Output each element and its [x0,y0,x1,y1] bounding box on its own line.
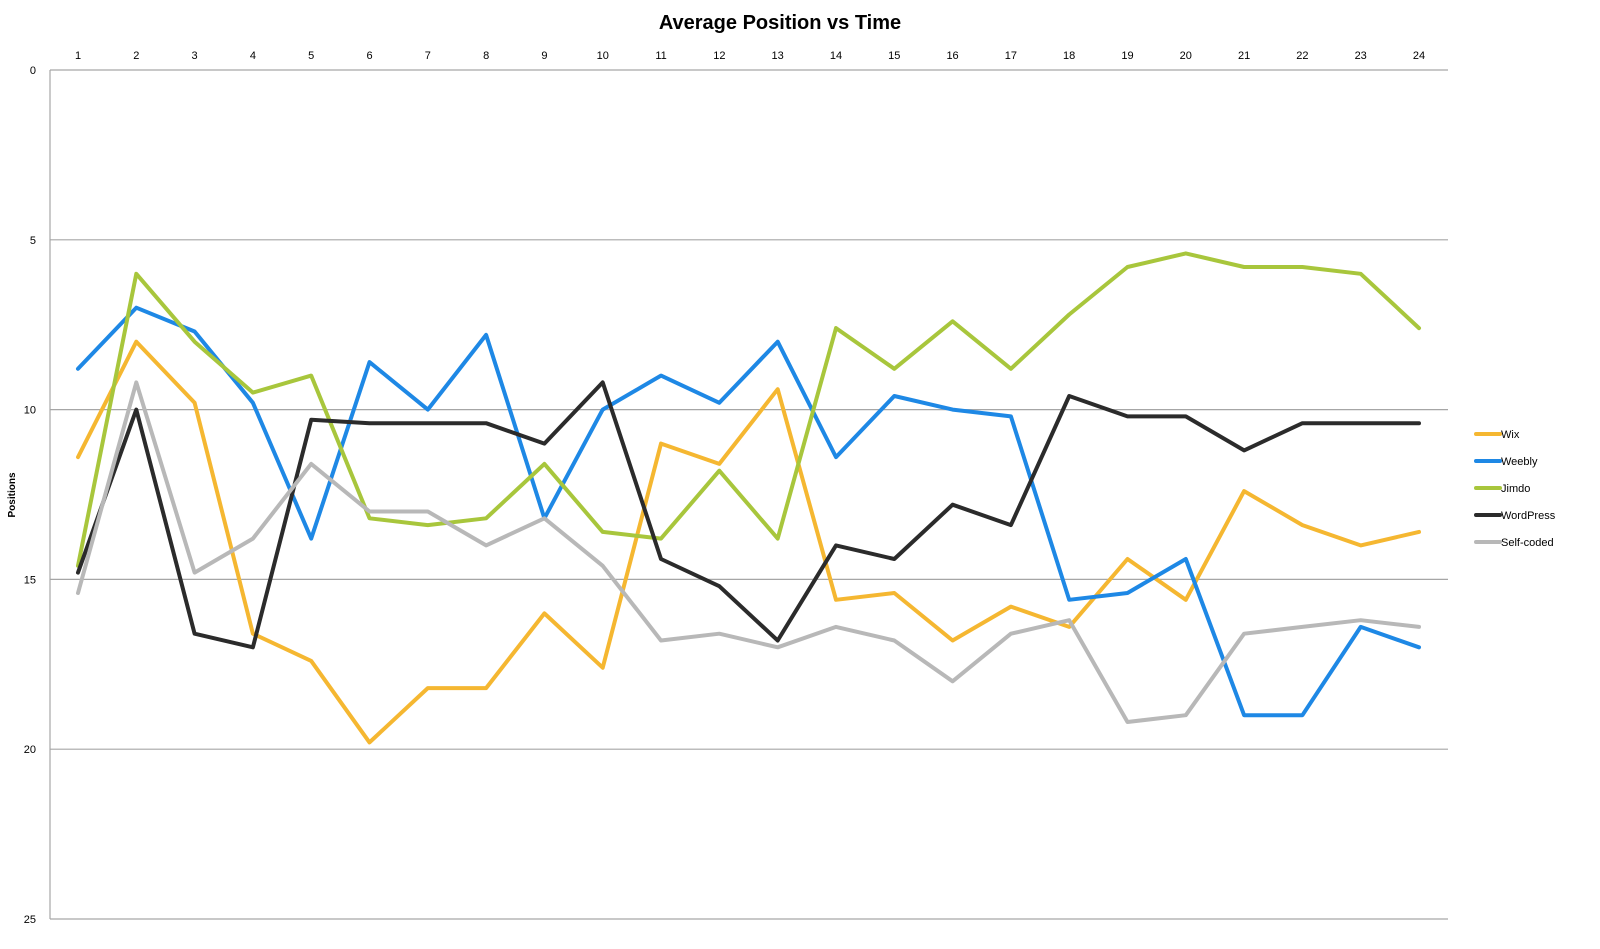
series-self-coded [76,380,1421,724]
x-tick-label-23: 23 [1355,50,1367,62]
series-line-jimdo [76,251,1421,568]
y-tick-label-25: 25 [24,914,36,926]
chart-title: Average Position vs Time [659,12,901,34]
x-tick-label-7: 7 [425,50,431,62]
y-tick-labels: 0 5 10 15 20 25 [24,65,36,926]
x-tick-label-8: 8 [483,50,489,62]
series-jimdo [76,251,1421,568]
x-tick-label-14: 14 [830,50,842,62]
legend-item-wordpress: WordPress [1474,510,1556,522]
x-tick-label-16: 16 [946,50,958,62]
series-line-wordpress [76,380,1421,650]
y-tick-label-20: 20 [24,744,36,756]
x-tick-label-17: 17 [1005,50,1017,62]
y-tick-label-5: 5 [30,235,36,247]
legend-label-wix: Wix [1501,429,1520,441]
x-tick-label-2: 2 [133,50,139,62]
legend: Wix Weebly Jimdo WordPress Self-coded [1474,429,1556,549]
x-tick-label-24: 24 [1413,50,1425,62]
x-tick-label-9: 9 [541,50,547,62]
x-tick-labels: 1 2 3 4 5 6 7 8 9 10 11 12 13 14 15 16 17 18 19 20 21 22 23 24 [75,50,1425,62]
x-tick-label-11: 11 [655,50,666,62]
x-tick-label-3: 3 [192,50,198,62]
x-tick-label-5: 5 [308,50,314,62]
legend-item-jimdo: Jimdo [1474,483,1530,495]
x-tick-label-18: 18 [1063,50,1075,62]
legend-item-wix: Wix [1474,429,1520,441]
x-tick-label-22: 22 [1296,50,1308,62]
x-tick-label-15: 15 [888,50,900,62]
series-wordpress [76,380,1421,650]
legend-label-wordpress: WordPress [1501,510,1556,522]
x-tick-label-1: 1 [75,50,81,62]
legend-item-weebly: Weebly [1474,456,1538,468]
x-tick-label-20: 20 [1180,50,1192,62]
x-tick-label-19: 19 [1121,50,1133,62]
series-lines [76,251,1421,745]
series-line-self-coded [76,380,1421,724]
x-tick-label-6: 6 [366,50,372,62]
x-tick-label-10: 10 [597,50,609,62]
y-tick-label-15: 15 [24,574,36,586]
x-tick-label-21: 21 [1238,50,1250,62]
gridlines [49,69,1448,920]
x-tick-label-4: 4 [250,50,256,62]
x-tick-label-12: 12 [713,50,725,62]
series-line-weebly [76,305,1421,718]
legend-label-jimdo: Jimdo [1501,483,1530,495]
legend-label-weebly: Weebly [1501,456,1538,468]
y-axis-title: Positions [7,472,18,517]
y-tick-label-0: 0 [30,65,36,77]
series-weebly [76,305,1421,718]
x-tick-label-13: 13 [772,50,784,62]
y-tick-label-10: 10 [24,405,36,417]
legend-label-self-coded: Self-coded [1501,537,1554,549]
legend-item-self-coded: Self-coded [1474,537,1554,549]
